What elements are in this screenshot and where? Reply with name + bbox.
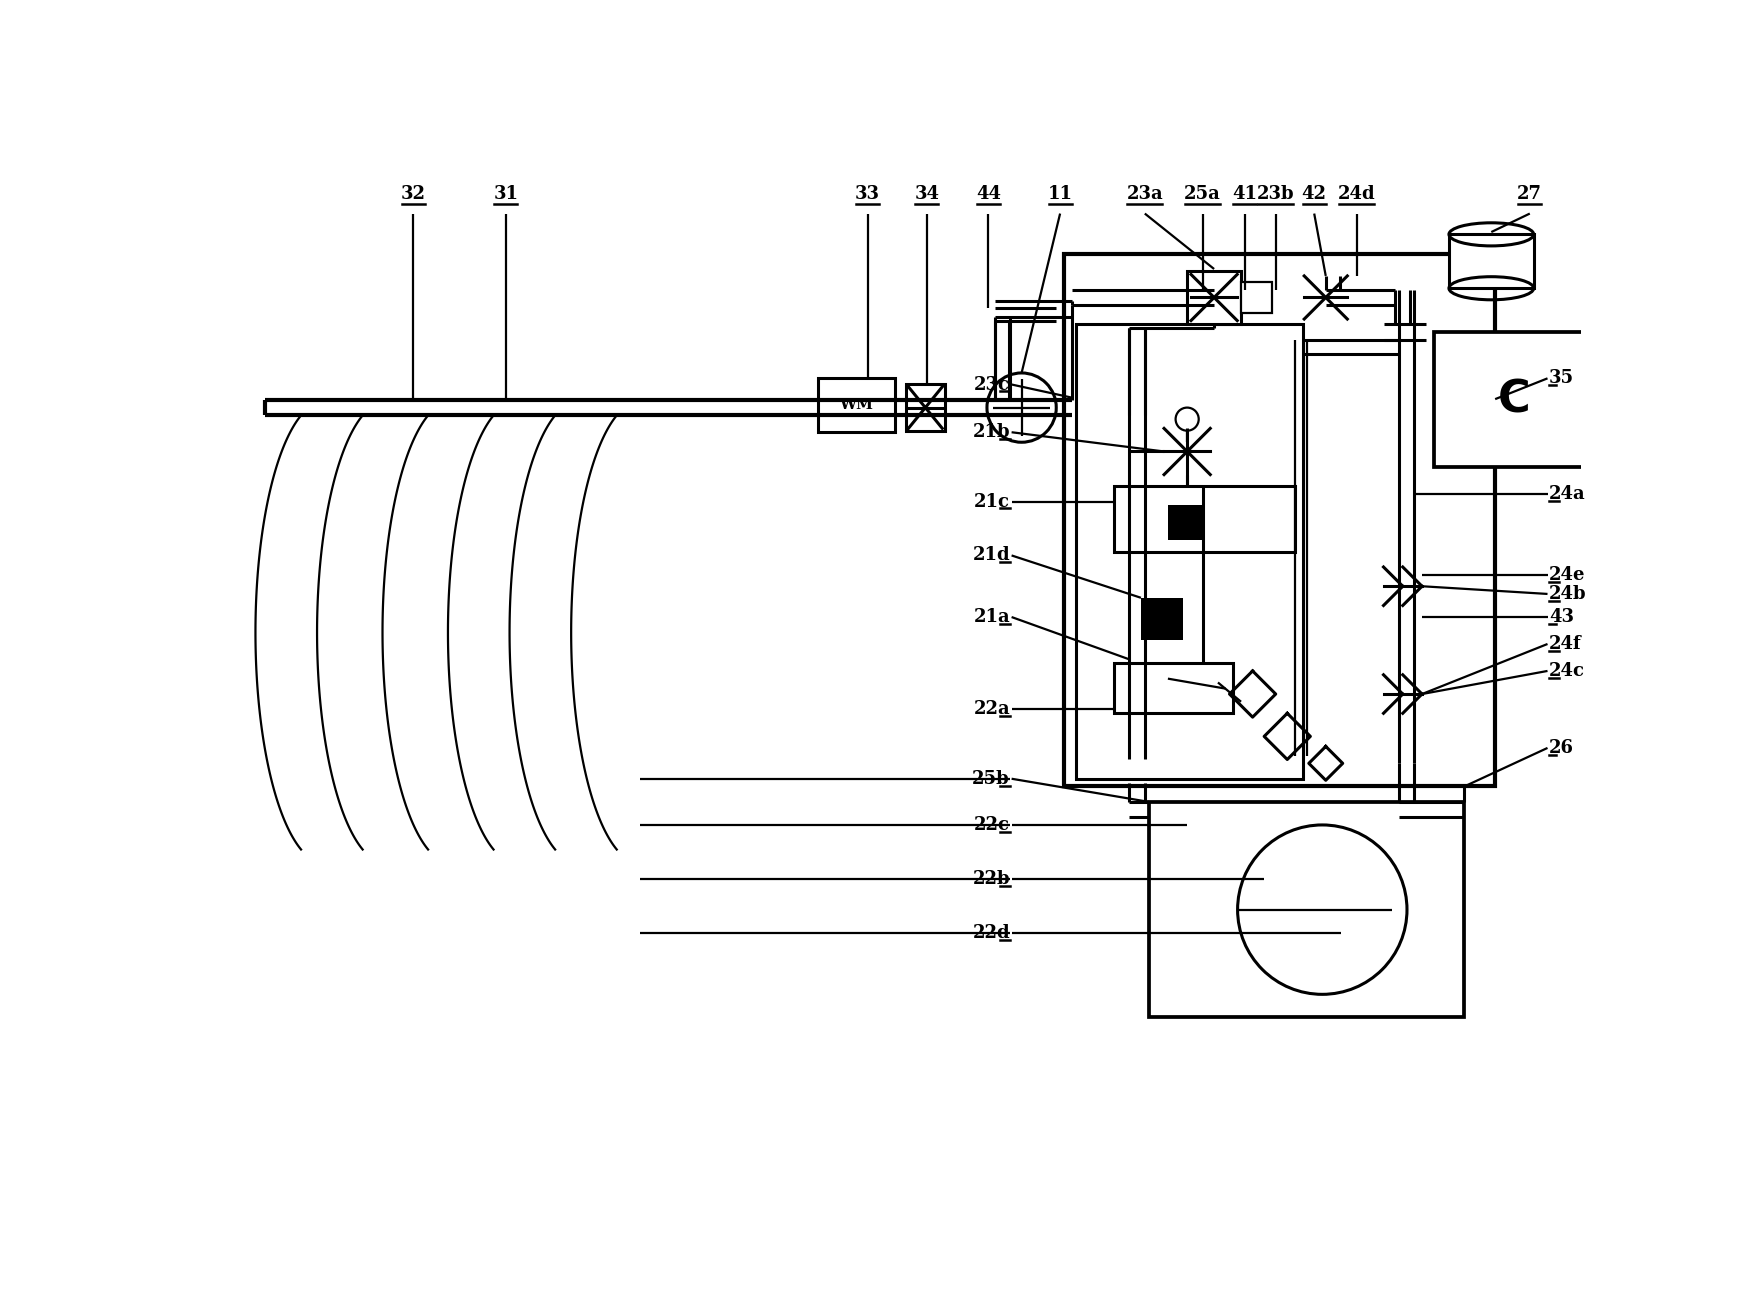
Text: 34: 34 xyxy=(914,185,939,203)
Bar xyxy=(1114,486,1295,552)
Text: 24f: 24f xyxy=(1549,634,1582,652)
Bar xyxy=(1168,505,1202,540)
Bar xyxy=(1149,802,1464,1017)
Bar xyxy=(1064,253,1496,787)
Text: WM: WM xyxy=(839,398,872,412)
Text: 27: 27 xyxy=(1517,185,1542,203)
Text: 21b: 21b xyxy=(973,424,1010,442)
Bar xyxy=(1434,332,1595,466)
Text: 21c: 21c xyxy=(974,492,1010,510)
Bar xyxy=(906,385,944,430)
Text: C: C xyxy=(1498,379,1531,421)
Text: 24d: 24d xyxy=(1337,185,1376,203)
Text: 23c: 23c xyxy=(974,376,1010,394)
Bar xyxy=(1188,270,1240,324)
Text: 24b: 24b xyxy=(1549,585,1586,603)
Bar xyxy=(1448,234,1533,288)
Text: 25b: 25b xyxy=(973,770,1010,788)
Text: 31: 31 xyxy=(493,185,518,203)
Text: 22d: 22d xyxy=(973,924,1010,942)
Text: 24c: 24c xyxy=(1549,662,1586,680)
Text: 21a: 21a xyxy=(973,609,1010,627)
Text: 11: 11 xyxy=(1048,185,1073,203)
Text: 25a: 25a xyxy=(1184,185,1221,203)
Text: 22a: 22a xyxy=(973,700,1010,718)
Text: 21d: 21d xyxy=(973,547,1010,565)
Text: 33: 33 xyxy=(855,185,879,203)
Text: 35: 35 xyxy=(1549,370,1573,388)
Text: 23a: 23a xyxy=(1126,185,1163,203)
Text: 41: 41 xyxy=(1232,185,1258,203)
Text: 26: 26 xyxy=(1549,739,1573,757)
Text: 22b: 22b xyxy=(973,870,1010,888)
Text: 43: 43 xyxy=(1549,609,1573,627)
Text: 44: 44 xyxy=(976,185,1001,203)
Circle shape xyxy=(987,373,1055,442)
Text: 22c: 22c xyxy=(974,817,1010,833)
Text: 32: 32 xyxy=(400,185,426,203)
Bar xyxy=(1075,324,1302,779)
Text: 24a: 24a xyxy=(1549,484,1586,503)
Text: 24e: 24e xyxy=(1549,566,1586,584)
Circle shape xyxy=(1237,824,1408,995)
Bar xyxy=(1114,663,1233,713)
Bar xyxy=(1142,598,1184,640)
Bar xyxy=(1240,282,1272,313)
Text: 42: 42 xyxy=(1302,185,1327,203)
Bar xyxy=(818,379,895,433)
Text: 23b: 23b xyxy=(1256,185,1295,203)
Circle shape xyxy=(1175,407,1198,430)
